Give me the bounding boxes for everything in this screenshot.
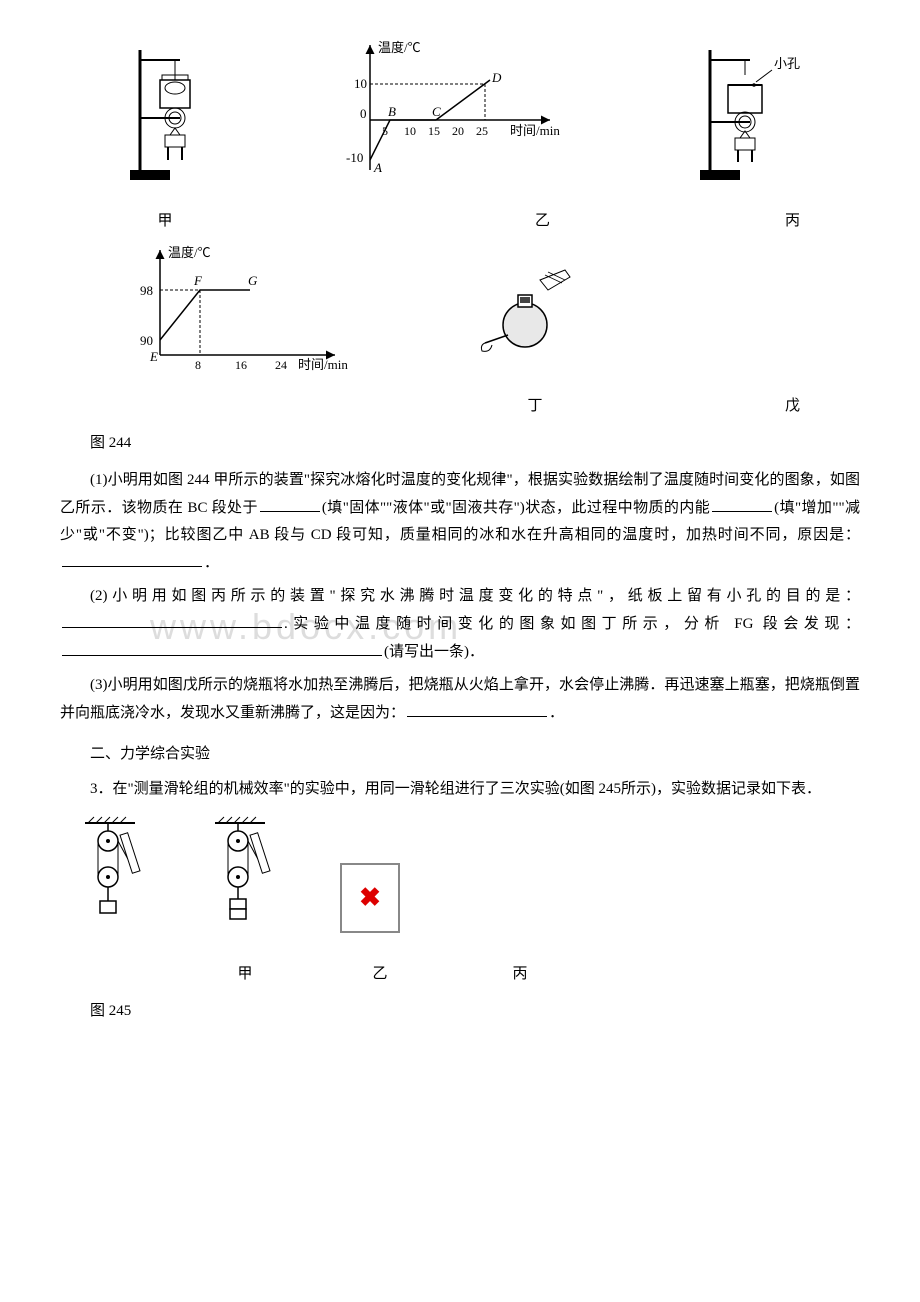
fig245-bing: ✖ — [340, 853, 400, 943]
blank-q1-1 — [260, 494, 320, 512]
q3-para: (3)小明用如图戊所示的烧瓶将水加热至沸腾后，把烧瓶从火焰上拿开，水会停止沸腾．… — [60, 672, 860, 727]
svg-text:-10: -10 — [346, 150, 363, 165]
blank-q1-2 — [712, 494, 772, 512]
label245-bing: 丙 — [480, 961, 560, 988]
fig244-ding-chart: 温度/℃ 时间/min 90 98 8 16 24 E F G — [120, 245, 350, 375]
label245-yi: 乙 — [340, 961, 420, 988]
fig244-caption: 图 244 — [60, 430, 860, 457]
svg-text:16: 16 — [235, 358, 247, 372]
apparatus-jia-icon — [120, 40, 210, 190]
svg-text:25: 25 — [476, 124, 488, 138]
q2-text-b: .实验中温度随时间变化的图象如图丁所示，分析 FG 段会发现： — [284, 616, 860, 632]
fig244-row2: 温度/℃ 时间/min 90 98 8 16 24 E F G — [60, 245, 860, 375]
svg-text:F: F — [193, 273, 203, 288]
svg-text:小孔: 小孔 — [774, 56, 800, 71]
svg-text:15: 15 — [428, 124, 440, 138]
x-icon: ✖ — [359, 875, 381, 922]
blank-q1-3 — [62, 549, 202, 567]
q2-para: (2)小明用如图丙所示的装置"探究水沸腾时温度变化的特点"，纸板上留有小孔的目的… — [60, 583, 860, 666]
fig245-row: ✖ — [60, 813, 860, 943]
blank-q2-2 — [62, 638, 382, 656]
svg-text:98: 98 — [140, 283, 153, 298]
ylabel: 温度/℃ — [378, 40, 421, 55]
apparatus-bing-icon: 小孔 — [690, 40, 800, 190]
svg-text:D: D — [491, 70, 502, 85]
fig244-wu — [470, 265, 600, 375]
pulley-jia-icon — [80, 813, 150, 943]
fig245-yi — [210, 813, 280, 943]
svg-text:0: 0 — [360, 106, 367, 121]
svg-text:24: 24 — [275, 358, 287, 372]
pulley-yi-icon — [210, 813, 280, 943]
fig244-jia — [120, 40, 210, 190]
apparatus-wu-icon — [470, 265, 600, 375]
fig244-yi-chart: 温度/℃ 时间/min 10 0 -10 5 10 15 20 25 A B C… — [330, 40, 570, 190]
q1-para: (1)小明用如图 244 甲所示的装置"探究冰熔化时温度的变化规律"，根据实验数… — [60, 467, 860, 577]
fig245-caption: 图 245 — [60, 998, 860, 1025]
q2-text-c: (请写出一条)． — [384, 644, 484, 660]
svg-text:8: 8 — [195, 358, 201, 372]
label-wu: 戊 — [720, 393, 800, 420]
ylabel-ding: 温度/℃ — [168, 245, 211, 260]
label-jia: 甲 — [120, 208, 210, 235]
blank-q2-1 — [62, 610, 282, 628]
fig245-labels: 甲 乙 丙 — [60, 953, 860, 988]
fig244-row1-labels: 甲 乙 丙 — [60, 200, 860, 235]
chart-yi-icon: 温度/℃ 时间/min 10 0 -10 5 10 15 20 25 A B C… — [330, 40, 570, 190]
svg-text:20: 20 — [452, 124, 464, 138]
q1-text-d: ． — [204, 555, 219, 571]
fig244-row2-labels: 丁 戊 — [60, 385, 860, 420]
svg-text:10: 10 — [354, 76, 367, 91]
xlabel: 时间/min — [510, 123, 560, 138]
q3-intro: 3．在"测量滑轮组的机械效率"的实验中，用同一滑轮组进行了三次实验(如图 245… — [60, 776, 860, 803]
section2-head: 二、力学综合实验 — [60, 741, 860, 768]
xlabel-ding: 时间/min — [298, 357, 348, 372]
blank-q3-1 — [407, 699, 547, 717]
fig244-bing: 小孔 — [690, 40, 800, 190]
svg-text:10: 10 — [404, 124, 416, 138]
q1-text-b: (填"固体""液体"或"固液共存")状态，此过程中物质的内能 — [322, 500, 710, 516]
svg-text:90: 90 — [140, 333, 153, 348]
svg-text:B: B — [388, 104, 396, 119]
missing-image-icon: ✖ — [340, 863, 400, 933]
label-bing: 丙 — [690, 208, 800, 235]
chart-ding-icon: 温度/℃ 时间/min 90 98 8 16 24 E F G — [120, 245, 350, 375]
label-yi: 乙 — [330, 208, 570, 235]
svg-text:C: C — [432, 104, 441, 119]
q3-text-b: ． — [549, 705, 564, 721]
fig244-row1: 温度/℃ 时间/min 10 0 -10 5 10 15 20 25 A B C… — [60, 40, 860, 190]
svg-text:G: G — [248, 273, 258, 288]
fig245-jia — [80, 813, 150, 943]
svg-text:A: A — [373, 160, 382, 175]
q2-text-a: (2)小明用如图丙所示的装置"探究水沸腾时温度变化的特点"，纸板上留有小孔的目的… — [90, 588, 860, 604]
label-ding: 丁 — [470, 393, 600, 420]
label245-jia: 甲 — [210, 961, 280, 988]
svg-text:E: E — [149, 349, 158, 364]
